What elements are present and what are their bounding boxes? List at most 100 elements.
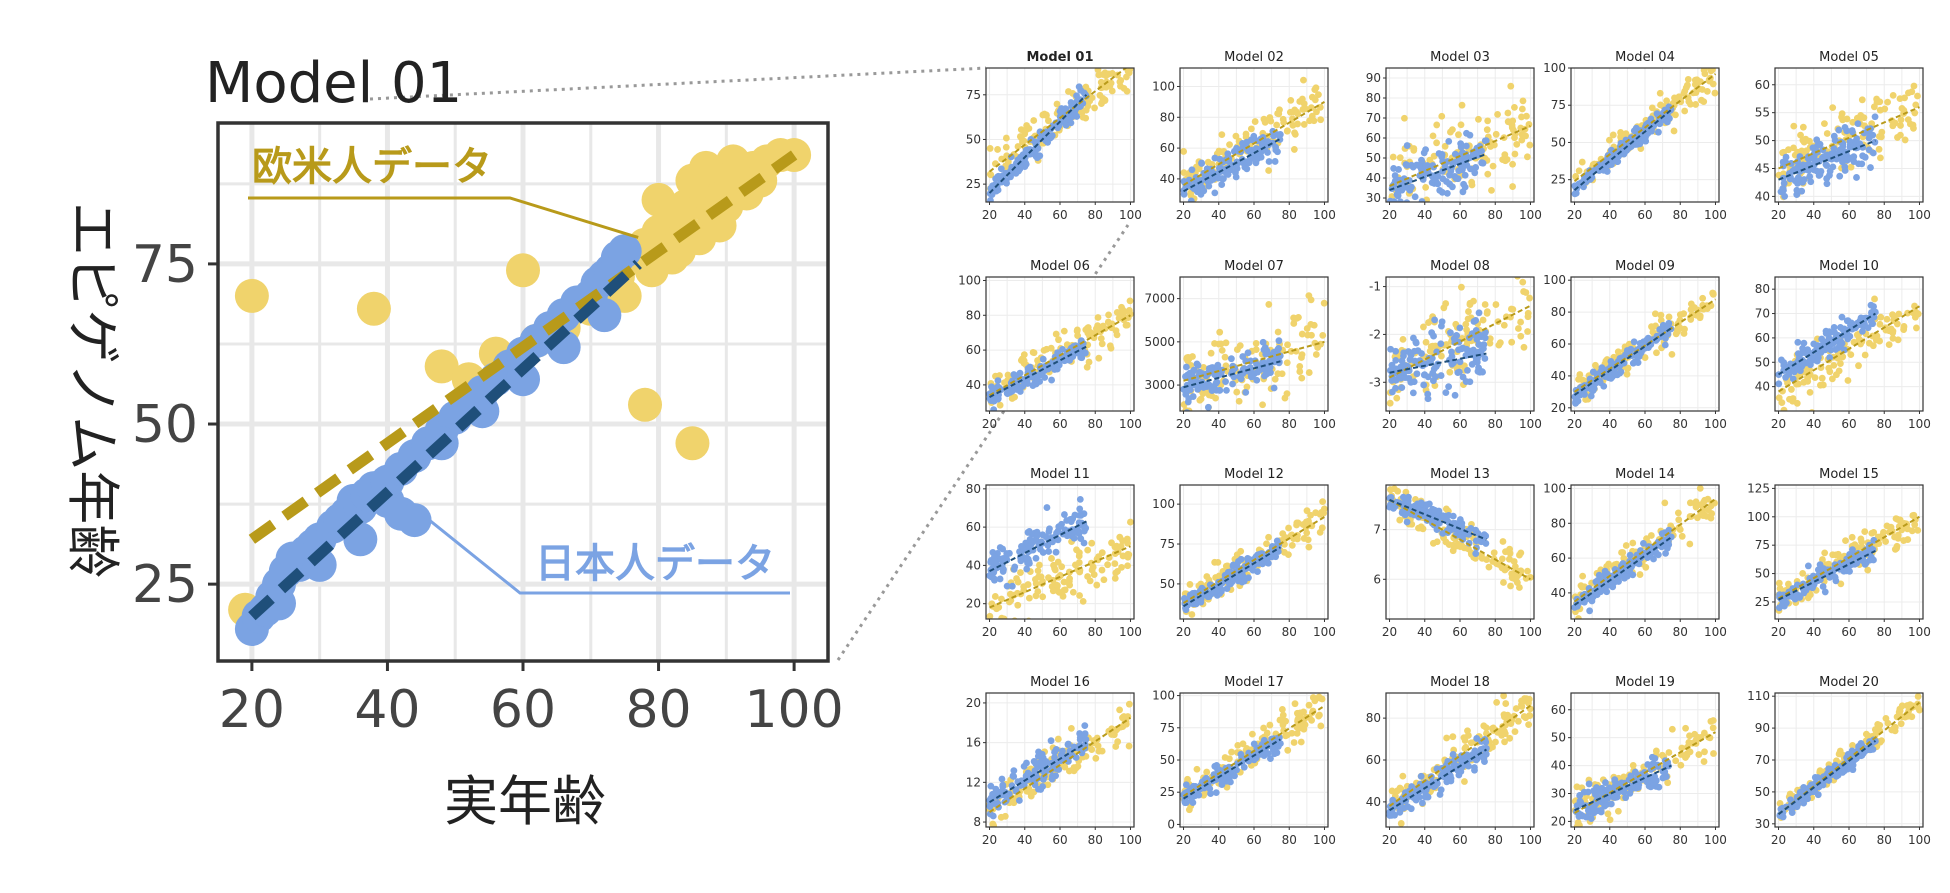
label-japanese-data: 日本人データ [535,541,775,587]
small-point-japanese [1193,360,1201,368]
small-x-tick-label: 40 [1211,208,1226,222]
small-point-western [1504,109,1512,117]
small-point-japanese [1076,511,1083,519]
small-point-japanese [1076,495,1084,503]
small-point-japanese [1007,173,1014,181]
small-fit-line-western [988,716,1132,813]
small-point-western [1184,775,1191,783]
small-point-japanese [1460,180,1468,188]
small-y-tick-label: 60 [1551,337,1566,351]
small-point-western [1296,362,1304,370]
small-point-western [1641,354,1649,361]
small-point-western [1457,121,1465,129]
small-point-japanese [1572,183,1580,191]
small-point-western [1821,549,1829,557]
small-x-tick-label: 40 [1211,417,1226,431]
small-y-tick-label: 75 [1551,98,1566,112]
small-x-tick-label: 20 [1567,417,1582,431]
small-point-western [1279,530,1287,538]
small-point-western [1117,542,1125,550]
small-point-western [1855,362,1862,370]
small-y-tick-label: 8 [973,815,981,829]
small-point-japanese [1786,368,1793,376]
small-point-japanese [1205,182,1213,190]
small-point-japanese [1032,760,1039,767]
small-point-western [1446,368,1454,376]
small-point-western [1111,560,1119,568]
small-point-japanese [1406,356,1414,364]
small-point-western [1489,162,1497,170]
small-point-japanese [1866,130,1874,138]
small-point-western [1312,84,1320,92]
small-point-western [1618,549,1625,556]
small-plot-area [1571,68,1719,202]
small-point-western [1481,301,1489,308]
small-point-japanese [1200,384,1207,391]
small-point-japanese [1244,349,1252,357]
small-point-japanese [1844,335,1852,343]
small-point-japanese [1024,365,1032,372]
small-x-tick-label: 80 [1673,208,1688,222]
small-point-japanese [1482,532,1490,540]
small-point-western [1218,346,1226,354]
small-point-western [991,593,999,600]
small-point-japanese [1398,357,1406,365]
small-point-western [1696,485,1704,492]
small-point-western [1458,101,1466,109]
small-fit-line-japanese [1778,139,1876,181]
small-point-western [1514,277,1521,280]
small-point-western [1648,323,1655,331]
small-point-western [1290,320,1298,327]
small-point-japanese [1424,395,1432,403]
small-point-western [986,612,994,619]
small-point-western [1114,60,1121,67]
small-point-japanese [1024,529,1032,536]
small-point-japanese [1838,339,1846,347]
small-point-western [1894,531,1902,539]
small-point-western [1014,143,1022,150]
small-point-western [1260,724,1267,732]
small-point-western [998,595,1005,603]
small-point-japanese [1826,354,1834,361]
small-point-japanese [1823,180,1831,188]
small-point-western [1313,108,1320,116]
small-point-western [1775,579,1783,587]
small-x-tick-label: 100 [1119,625,1142,639]
small-point-japanese [989,385,997,392]
main-point-japanese [607,234,642,269]
small-point-western [1111,574,1119,582]
small-x-tick-label: 80 [1088,208,1103,222]
small-point-japanese [1182,606,1190,614]
small-point-western [1186,581,1194,588]
small-point-western [1083,363,1091,371]
small-y-tick-label: 50 [1366,151,1381,165]
main-x-tick-label: 80 [625,680,691,740]
small-point-japanese [1782,373,1790,381]
small-point-japanese [1257,149,1265,157]
small-point-japanese [1775,380,1783,388]
small-x-tick-label: 80 [1673,625,1688,639]
small-point-japanese [990,558,998,566]
small-point-japanese [1623,347,1631,354]
small-point-japanese [1475,309,1483,317]
small-point-western [1260,115,1268,123]
small-point-western [1036,561,1043,569]
main-y-tick-label: 75 [132,235,198,295]
small-point-western [1315,91,1322,99]
small-fit-line-western [988,68,1128,173]
small-point-japanese [1398,384,1406,392]
small-point-japanese [1841,124,1849,131]
small-point-japanese [1831,329,1838,336]
small-point-western [1116,533,1124,541]
small-point-western [1082,106,1090,114]
small-point-western [1027,788,1035,796]
small-point-western [1236,342,1244,350]
small-point-japanese [1431,316,1439,324]
small-point-japanese [1474,355,1481,363]
small-y-tick-label: 12 [966,775,981,789]
small-point-western [1305,701,1313,709]
